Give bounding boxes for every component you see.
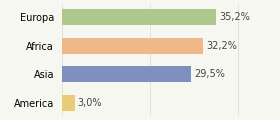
Bar <box>62 38 203 54</box>
Bar <box>62 9 216 25</box>
Bar <box>62 66 192 82</box>
Text: 29,5%: 29,5% <box>194 69 225 79</box>
Text: 3,0%: 3,0% <box>78 98 102 108</box>
Bar <box>62 95 75 111</box>
Text: 35,2%: 35,2% <box>219 12 250 22</box>
Text: 32,2%: 32,2% <box>206 41 237 51</box>
